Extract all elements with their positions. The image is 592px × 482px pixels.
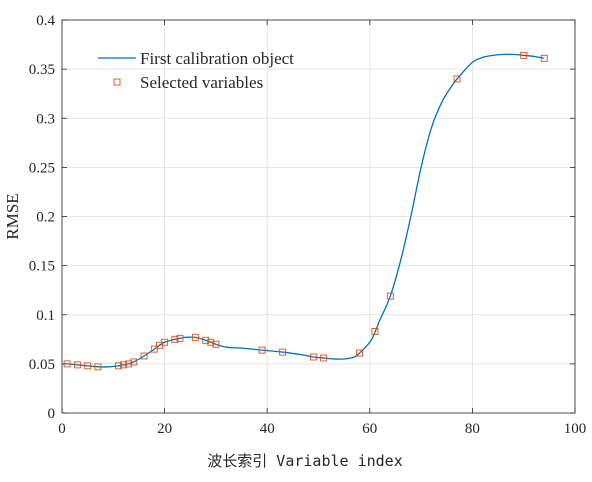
selected-variable-marker (258, 346, 266, 354)
axes: 0 20 40 60 80 100 0 0.05 0.1 0.15 0.2 0.25 0.3 0.35 0.… (29, 13, 587, 437)
y-tick-label: 0.2 (36, 210, 55, 226)
selected-variable-marker (120, 361, 128, 369)
selected-variable-marker (140, 352, 148, 360)
legend-marker-swatch (113, 78, 121, 86)
y-axis-label: RMSE (3, 193, 22, 239)
selected-variable-marker (171, 335, 179, 343)
selected-variable-marker (540, 54, 548, 62)
y-tick-label: 0 (48, 406, 56, 422)
selected-variable-marker (356, 349, 363, 357)
selected-variable-marker (453, 75, 461, 83)
series (61, 51, 548, 371)
selected-variable-marker (279, 348, 287, 356)
selected-variable-marker (125, 360, 133, 368)
legend-label-calibration: First calibration object (140, 49, 294, 68)
x-tick-label: 80 (465, 421, 480, 437)
selected-variable-marker (207, 338, 215, 346)
y-tick-label: 0.4 (36, 13, 55, 29)
selected-variable-marker (150, 345, 158, 353)
y-tick-label: 0.25 (29, 160, 55, 176)
selected-variable-marker (84, 362, 92, 370)
x-tick-label: 20 (157, 421, 172, 437)
selected-variable-marker (161, 338, 169, 346)
x-tick-label: 40 (260, 421, 275, 437)
x-tick-label: 0 (58, 421, 66, 437)
selected-variable-marker (309, 353, 317, 361)
selected-variable-marker (386, 292, 394, 300)
selected-variable-marker (202, 336, 210, 344)
selected-variable-marker (371, 328, 379, 335)
selected-variable-marker (73, 361, 81, 369)
selected-variable-marker (520, 51, 528, 59)
selected-variable-marker (212, 340, 220, 348)
x-tick-label: 100 (564, 421, 587, 437)
y-tick-label: 0.15 (29, 259, 55, 275)
selected-variable-marker (176, 334, 184, 342)
selected-variable-marker (114, 362, 122, 370)
y-tick-label: 0.3 (36, 111, 55, 127)
selected-variable-marker (94, 363, 102, 371)
y-tick-label: 0.35 (29, 62, 55, 78)
x-axis-label: 波长索引 Variable index (207, 452, 402, 470)
x-tick-label: 60 (362, 421, 377, 437)
legend-label-selected: Selected variables (140, 73, 263, 92)
selected-variable-marker (191, 333, 199, 341)
y-tick-label: 0.05 (29, 357, 55, 373)
y-tick-label: 0.1 (36, 308, 55, 324)
selected-variable-marker (63, 360, 71, 368)
selected-variable-marker (320, 354, 328, 362)
legend: First calibration object Selected variabl… (98, 49, 294, 92)
selected-variable-marker (130, 358, 138, 366)
